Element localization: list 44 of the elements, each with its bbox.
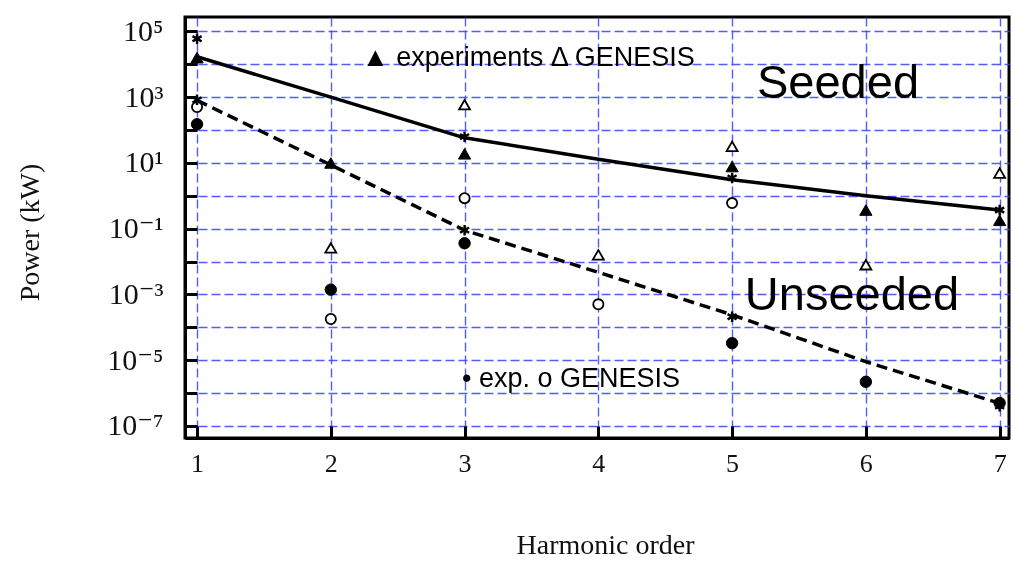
x-tick-label: 6 xyxy=(859,448,873,478)
x-tick-label: 1 xyxy=(191,448,205,478)
y-tick-label: 10⁵ xyxy=(123,13,164,47)
point xyxy=(190,51,204,64)
x-axis-title: Harmonic order xyxy=(516,528,696,560)
x-tick-label: 2 xyxy=(324,448,338,478)
point xyxy=(190,118,204,131)
y-tick-label: 10⁻¹ xyxy=(108,211,164,245)
point xyxy=(458,192,471,205)
point xyxy=(993,167,1007,179)
point xyxy=(458,130,471,144)
point xyxy=(324,312,337,325)
y-axis-title: Power (kW) xyxy=(13,163,45,302)
y-tick-label: 10⁻³ xyxy=(108,276,164,310)
point xyxy=(993,214,1007,227)
point xyxy=(725,336,739,350)
annotation: • exp. o GENESIS xyxy=(462,363,681,393)
x-tick-label: 5 xyxy=(726,448,740,478)
point xyxy=(191,101,204,114)
y-tick-label: 10¹ xyxy=(124,145,164,179)
point xyxy=(591,249,605,261)
point xyxy=(726,197,739,210)
x-tick-label: 3 xyxy=(458,448,472,478)
point xyxy=(725,140,739,152)
point xyxy=(726,171,738,185)
y-tick-label: 10³ xyxy=(124,79,164,113)
point xyxy=(993,203,1006,217)
point xyxy=(725,160,739,173)
point xyxy=(324,242,338,254)
point xyxy=(458,99,471,111)
y-tick-label: 10⁻⁷ xyxy=(107,408,164,442)
point xyxy=(859,204,873,216)
annotation: Seeded xyxy=(756,55,920,108)
point xyxy=(592,298,605,311)
point xyxy=(324,283,338,296)
point xyxy=(324,157,338,169)
x-tick-label: 7 xyxy=(993,448,1007,478)
point xyxy=(458,237,471,250)
point xyxy=(726,310,738,324)
x-tick-label: 4 xyxy=(592,448,606,478)
point xyxy=(458,223,471,237)
y-tick-label: 10⁻⁵ xyxy=(107,342,164,376)
point xyxy=(457,147,472,160)
point xyxy=(859,375,873,389)
